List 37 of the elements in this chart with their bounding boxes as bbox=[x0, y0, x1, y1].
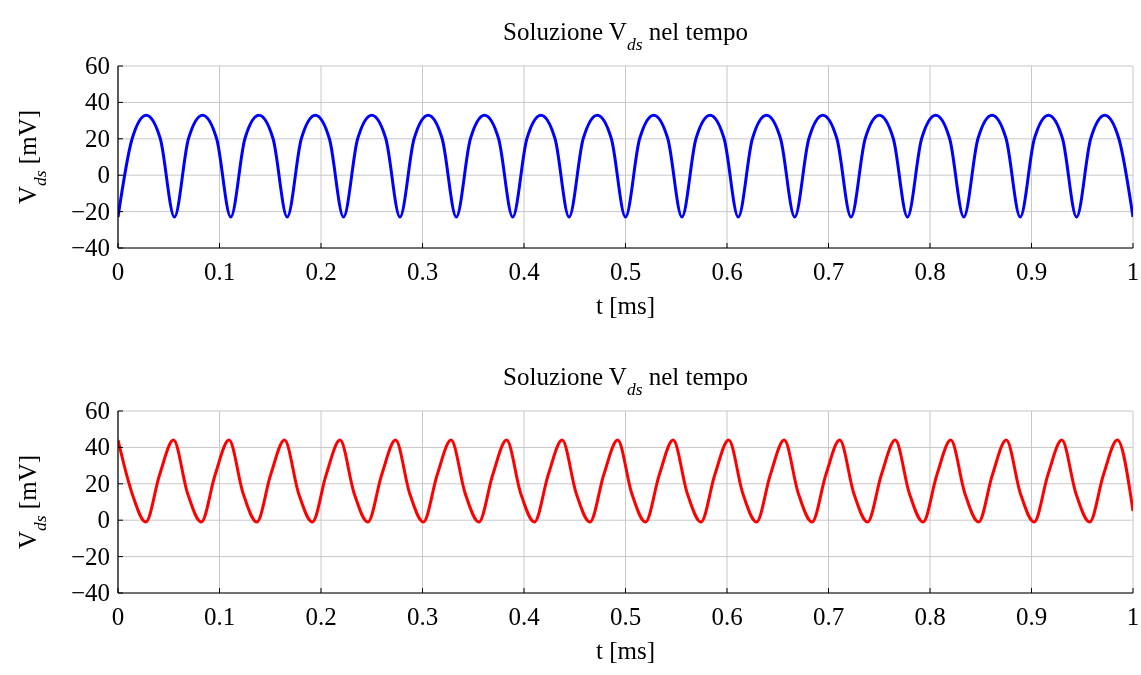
x-tick-label: 0.9 bbox=[1015, 258, 1048, 285]
x-tick-label: 0.5 bbox=[609, 603, 642, 630]
y-tick-label: 20 bbox=[85, 124, 110, 152]
x-tick-label: 1 bbox=[1126, 603, 1140, 630]
x-tick-label: 0.3 bbox=[406, 603, 439, 630]
x-tick-label: 0.1 bbox=[203, 603, 236, 630]
chart-title: Soluzione V$_{ds}$ nel tempo bbox=[503, 363, 748, 399]
y-tick-label: 20 bbox=[85, 469, 110, 497]
x-tick-label: 0.7 bbox=[812, 603, 845, 630]
x-tick-label: 0.6 bbox=[711, 603, 743, 630]
x-tick-label: 0.4 bbox=[508, 258, 541, 285]
y-tick-label: 40 bbox=[85, 433, 110, 461]
x-tick-label: 1 bbox=[1126, 258, 1140, 285]
x-tick-label: 0.6 bbox=[711, 258, 743, 285]
x-tick-label: 0.7 bbox=[812, 258, 845, 285]
y-tick-label: 0 bbox=[97, 161, 110, 189]
y-tick-label: 0 bbox=[97, 506, 110, 534]
y-tick-label: 60 bbox=[85, 52, 110, 79]
x-tick-label: 0.8 bbox=[914, 258, 946, 285]
y-tick-label: 60 bbox=[85, 397, 110, 424]
x-axis-title: t [ms] bbox=[595, 292, 656, 319]
x-tick-label: 0.9 bbox=[1015, 603, 1048, 630]
x-tick-label: 0.2 bbox=[305, 258, 337, 285]
x-tick-label: 0.8 bbox=[914, 603, 946, 630]
y-tick-label: 40 bbox=[85, 88, 110, 116]
chart-title: Soluzione V$_{ds}$ nel tempo bbox=[503, 18, 748, 54]
x-tick-label: 0.2 bbox=[305, 603, 337, 630]
x-axis-title: t [ms] bbox=[595, 637, 656, 664]
x-tick-label: 0.5 bbox=[609, 258, 642, 285]
y-tick-label: −40 bbox=[70, 234, 110, 261]
x-tick-label: 0.4 bbox=[508, 603, 541, 630]
y-tick-label: −40 bbox=[70, 579, 110, 606]
y-tick-label: −20 bbox=[70, 542, 110, 570]
y-tick-label: −20 bbox=[70, 197, 110, 225]
x-tick-label: 0.1 bbox=[203, 258, 236, 285]
line-series bbox=[118, 438, 1133, 524]
x-tick-label: 0.3 bbox=[406, 258, 439, 285]
